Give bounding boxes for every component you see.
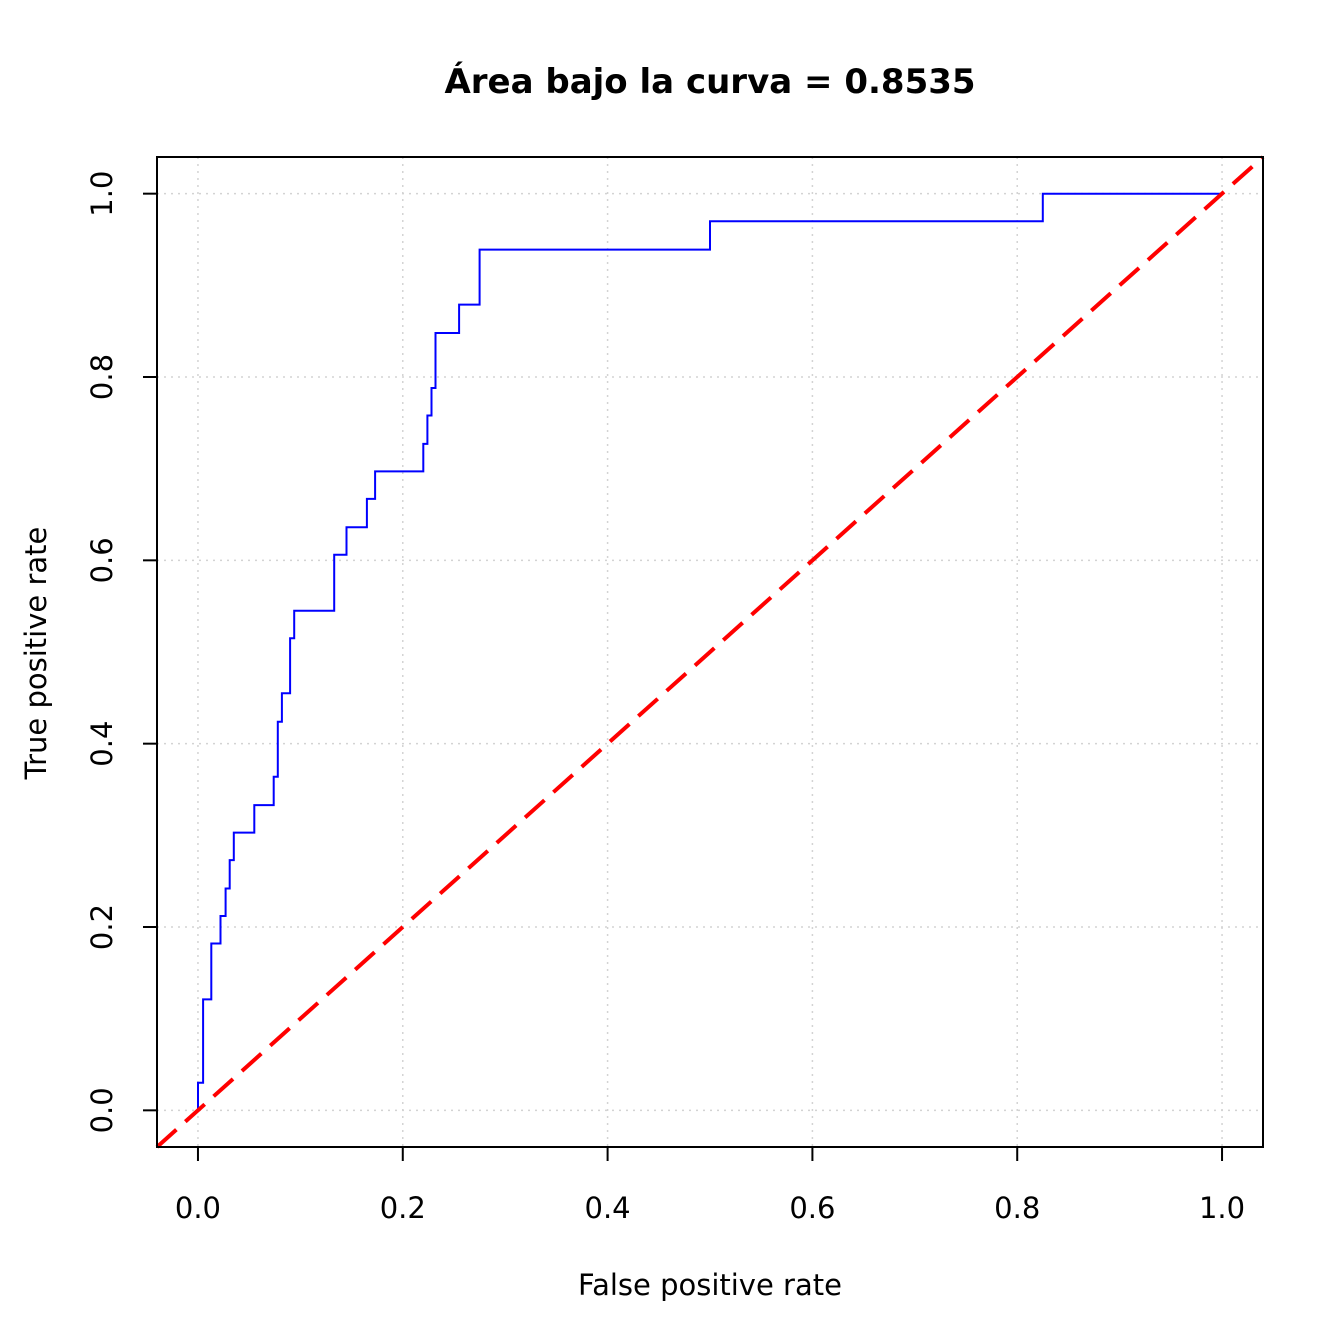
y-tick-label: 0.0: [85, 1087, 119, 1133]
axes: 0.0 0.2 0.4 0.6 0.8 1.0 0.0 0.2 0.4 0.6 0.8 1.0: [85, 171, 1245, 1225]
y-tick-label: 0.4: [85, 721, 119, 767]
y-tick-label: 0.8: [85, 354, 119, 400]
diagonal-reference-line: [155, 155, 1265, 1149]
x-tick-label: 0.0: [175, 1191, 221, 1225]
x-tick-label: 1.0: [1199, 1191, 1245, 1225]
series: [155, 155, 1265, 1149]
y-axis-label: True positive rate: [19, 527, 53, 781]
x-tick-label: 0.6: [789, 1191, 835, 1225]
x-tick-label: 0.4: [585, 1191, 631, 1225]
x-axis-label: False positive rate: [578, 1268, 842, 1302]
y-tick-label: 1.0: [85, 171, 119, 217]
x-tick-label: 0.2: [380, 1191, 426, 1225]
y-tick-label: 0.2: [85, 904, 119, 950]
chart-title: Área bajo la curva = 0.8535: [444, 61, 975, 102]
roc-curve-line: [197, 192, 1222, 1111]
y-tick-label: 0.6: [85, 537, 119, 583]
grid: [157, 157, 1263, 1147]
x-tick-label: 0.8: [994, 1191, 1040, 1225]
plot-frame: [156, 156, 1264, 1148]
